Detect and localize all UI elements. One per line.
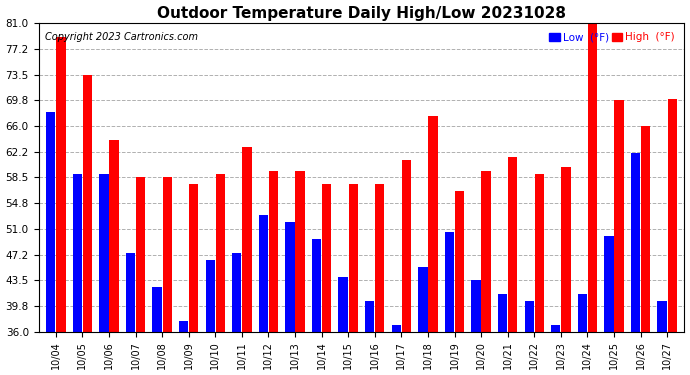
Bar xyxy=(498,294,507,332)
Bar xyxy=(365,301,375,332)
Text: Copyright 2023 Cartronics.com: Copyright 2023 Cartronics.com xyxy=(45,32,198,42)
Bar xyxy=(604,236,613,332)
Bar xyxy=(322,184,331,332)
Bar xyxy=(508,157,518,332)
Bar xyxy=(56,37,66,332)
Bar xyxy=(216,174,225,332)
Bar xyxy=(232,253,241,332)
Bar xyxy=(524,301,534,332)
Bar xyxy=(402,160,411,332)
Bar xyxy=(455,191,464,332)
Bar xyxy=(471,280,481,332)
Bar xyxy=(392,325,401,332)
Bar xyxy=(428,116,437,332)
Bar xyxy=(551,325,560,332)
Bar xyxy=(242,147,252,332)
Bar xyxy=(339,277,348,332)
Title: Outdoor Temperature Daily High/Low 20231028: Outdoor Temperature Daily High/Low 20231… xyxy=(157,6,566,21)
Bar xyxy=(72,174,82,332)
Bar xyxy=(535,174,544,332)
Bar xyxy=(269,171,278,332)
Bar xyxy=(286,222,295,332)
Bar xyxy=(641,126,650,332)
Bar xyxy=(312,239,322,332)
Bar xyxy=(588,23,597,332)
Bar xyxy=(658,301,667,332)
Bar xyxy=(614,100,624,332)
Bar xyxy=(110,140,119,332)
Bar xyxy=(348,184,358,332)
Bar xyxy=(561,167,571,332)
Bar xyxy=(126,253,135,332)
Bar xyxy=(179,321,188,332)
Bar xyxy=(206,260,215,332)
Bar xyxy=(163,177,172,332)
Bar xyxy=(482,171,491,332)
Legend: Low  (°F), High  (°F): Low (°F), High (°F) xyxy=(545,28,679,46)
Bar xyxy=(259,215,268,332)
Bar xyxy=(445,232,454,332)
Bar xyxy=(418,267,428,332)
Bar xyxy=(46,112,55,332)
Bar xyxy=(99,174,108,332)
Bar xyxy=(136,177,146,332)
Bar xyxy=(295,171,305,332)
Bar xyxy=(83,75,92,332)
Bar xyxy=(578,294,587,332)
Bar xyxy=(189,184,199,332)
Bar xyxy=(375,184,384,332)
Bar xyxy=(667,99,677,332)
Bar xyxy=(631,153,640,332)
Bar xyxy=(152,287,161,332)
